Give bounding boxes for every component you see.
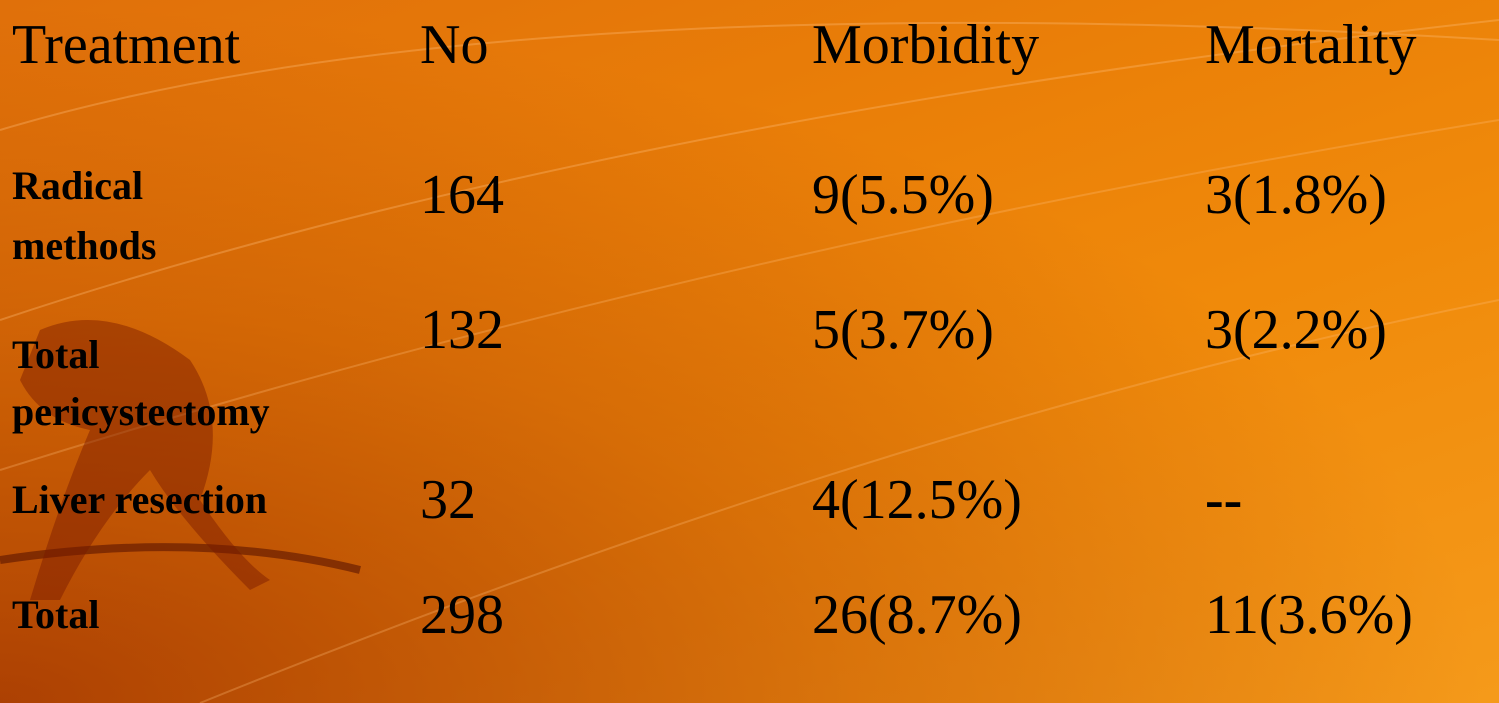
cell-value: 26(8.7%) — [812, 583, 1022, 647]
header-cell: No — [420, 13, 488, 77]
slide: Treatment No Morbidity Mortality Radical… — [0, 0, 1499, 703]
cell-value: 3(1.8%) — [1205, 163, 1387, 227]
row-label: Total — [12, 586, 99, 644]
row-label: Liver resection — [12, 471, 267, 529]
cell-value: 164 — [420, 163, 504, 227]
cell-value: 4(12.5%) — [812, 468, 1022, 532]
cell-value: 11(3.6%) — [1205, 583, 1413, 647]
row-label: Radical methods — [12, 156, 212, 276]
cell-value: 32 — [420, 468, 476, 532]
cell-value: 132 — [420, 298, 504, 362]
cell-value: 5(3.7%) — [812, 298, 994, 362]
header-cell: Morbidity — [812, 13, 1039, 77]
cell-value: 9(5.5%) — [812, 163, 994, 227]
header-cell: Treatment — [12, 13, 240, 77]
cell-value: 298 — [420, 583, 504, 647]
header-cell: Mortality — [1205, 13, 1417, 77]
cell-value: -- — [1205, 468, 1242, 532]
row-label: Total pericystectomy — [12, 326, 352, 440]
cell-value: 3(2.2%) — [1205, 298, 1387, 362]
